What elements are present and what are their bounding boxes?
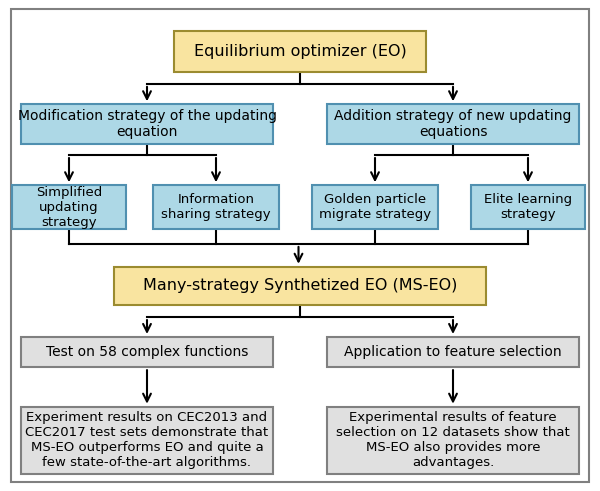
FancyBboxPatch shape (327, 104, 579, 144)
Text: Experimental results of feature
selection on 12 datasets show that
MS-EO also pr: Experimental results of feature selectio… (336, 411, 570, 469)
Text: Test on 58 complex functions: Test on 58 complex functions (46, 345, 248, 359)
FancyBboxPatch shape (21, 407, 273, 474)
Text: Many-strategy Synthetized EO (MS-EO): Many-strategy Synthetized EO (MS-EO) (143, 278, 457, 293)
Text: Addition strategy of new updating
equations: Addition strategy of new updating equati… (334, 109, 572, 139)
FancyBboxPatch shape (312, 185, 438, 229)
FancyBboxPatch shape (471, 185, 585, 229)
FancyBboxPatch shape (327, 337, 579, 367)
Text: Information
sharing strategy: Information sharing strategy (161, 193, 271, 221)
Text: Equilibrium optimizer (EO): Equilibrium optimizer (EO) (194, 44, 406, 59)
Text: Simplified
updating
strategy: Simplified updating strategy (36, 186, 102, 229)
FancyBboxPatch shape (327, 407, 579, 474)
Text: Golden particle
migrate strategy: Golden particle migrate strategy (319, 193, 431, 221)
FancyBboxPatch shape (21, 337, 273, 367)
Text: Application to feature selection: Application to feature selection (344, 345, 562, 359)
FancyBboxPatch shape (21, 104, 273, 144)
FancyBboxPatch shape (12, 185, 126, 229)
Text: Elite learning
strategy: Elite learning strategy (484, 193, 572, 221)
FancyBboxPatch shape (153, 185, 279, 229)
FancyBboxPatch shape (174, 31, 426, 72)
Text: Modification strategy of the updating
equation: Modification strategy of the updating eq… (17, 109, 277, 139)
FancyBboxPatch shape (114, 267, 486, 305)
Text: Experiment results on CEC2013 and
CEC2017 test sets demonstrate that
MS-EO outpe: Experiment results on CEC2013 and CEC201… (25, 411, 269, 469)
